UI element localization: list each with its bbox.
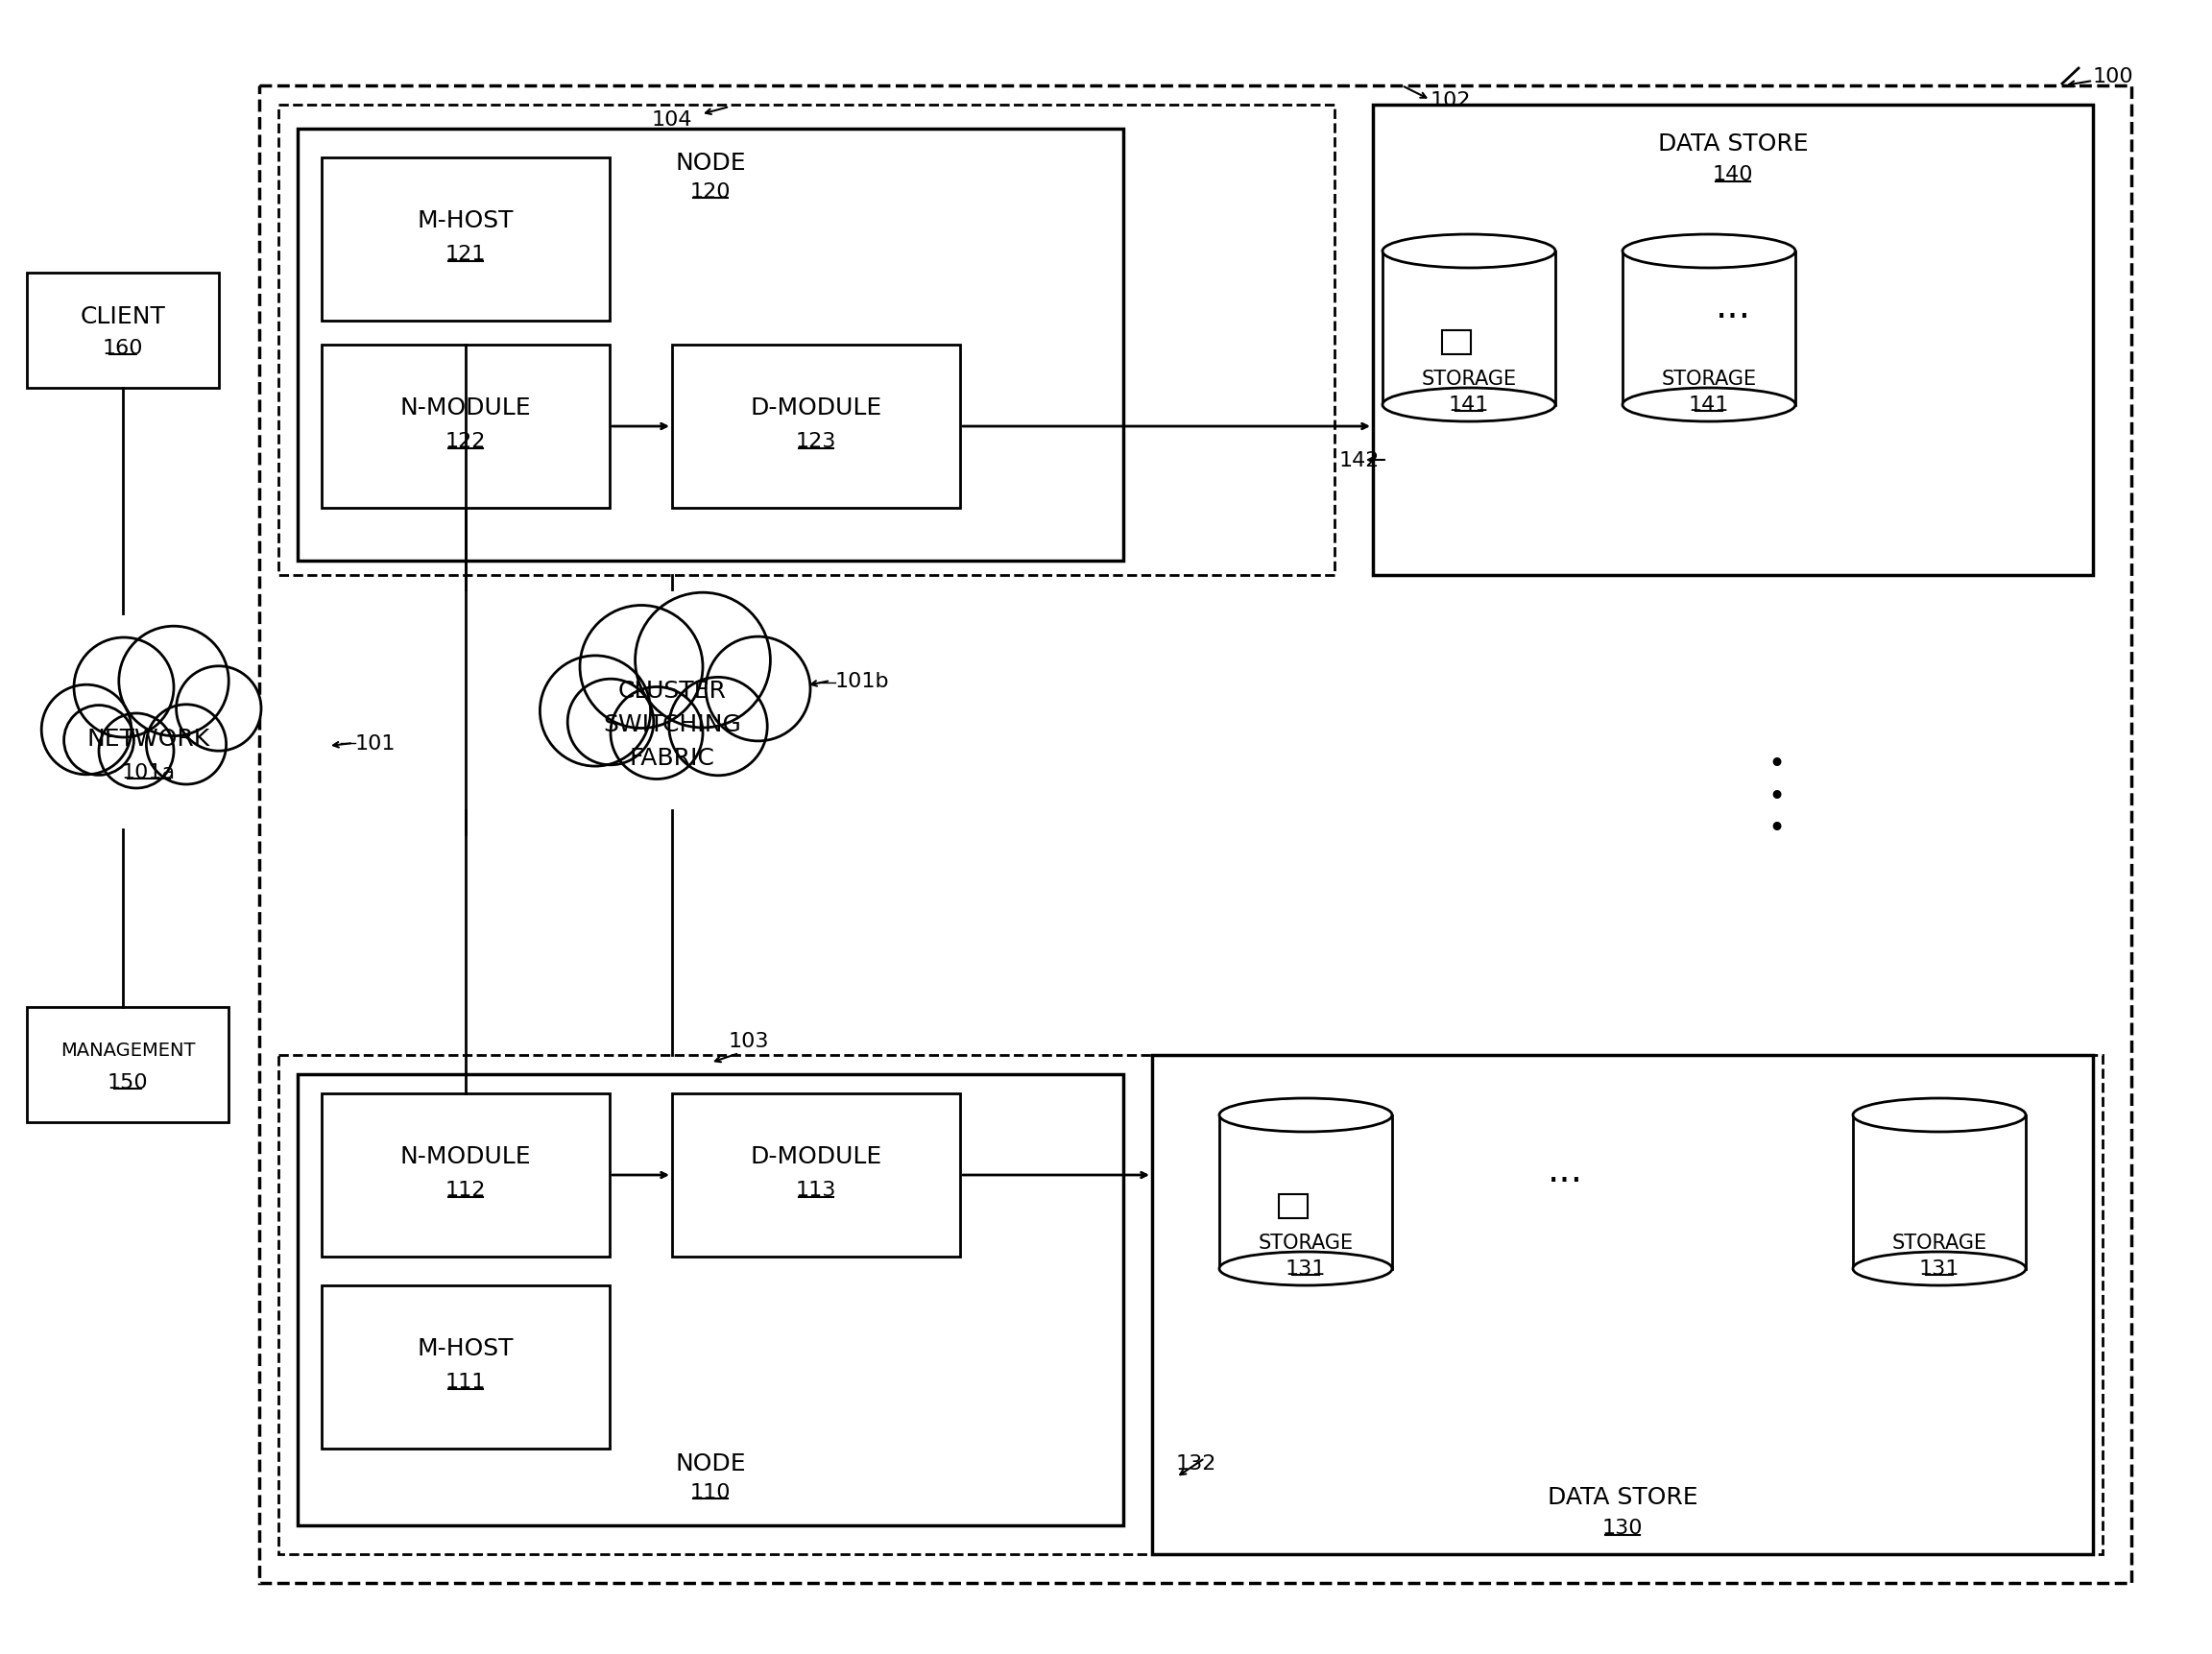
Text: 101: 101: [356, 734, 396, 753]
Text: D-MODULE: D-MODULE: [750, 397, 883, 418]
Text: NODE: NODE: [675, 152, 745, 175]
Bar: [1382, 251, 1555, 405]
Bar: [1279, 1194, 1307, 1219]
Bar: [299, 1075, 1124, 1525]
Text: 160: 160: [102, 339, 144, 357]
Bar: [1374, 106, 2093, 576]
Text: 121: 121: [445, 245, 487, 265]
Text: CLUSTER: CLUSTER: [617, 680, 726, 703]
Circle shape: [146, 705, 226, 784]
Text: 130: 130: [1601, 1518, 1644, 1537]
Circle shape: [64, 706, 135, 776]
Text: N-MODULE: N-MODULE: [400, 397, 531, 418]
Text: 113: 113: [796, 1179, 836, 1199]
Circle shape: [611, 688, 703, 779]
Text: 150: 150: [106, 1072, 148, 1092]
Bar: [321, 346, 611, 508]
Text: DATA STORE: DATA STORE: [1657, 132, 1807, 155]
Bar: [27, 1007, 228, 1123]
Ellipse shape: [1854, 1098, 2026, 1131]
Text: STORAGE: STORAGE: [1259, 1232, 1354, 1252]
Text: 142: 142: [1338, 452, 1380, 470]
Text: M-HOST: M-HOST: [418, 208, 513, 232]
Bar: [27, 273, 219, 389]
Bar: [279, 1055, 2104, 1555]
Text: SWITCHING: SWITCHING: [604, 713, 741, 736]
Bar: [1624, 251, 1796, 405]
Text: 131: 131: [1285, 1259, 1325, 1279]
Circle shape: [706, 637, 810, 741]
Text: CLIENT: CLIENT: [80, 304, 166, 327]
Bar: [279, 106, 1334, 576]
Text: 141: 141: [1449, 395, 1489, 415]
Text: 102: 102: [1431, 91, 1471, 111]
Text: 111: 111: [445, 1371, 487, 1391]
Ellipse shape: [1854, 1252, 2026, 1285]
Text: 112: 112: [445, 1179, 487, 1199]
Bar: [672, 346, 960, 508]
Circle shape: [42, 685, 131, 776]
Text: 132: 132: [1177, 1454, 1217, 1472]
Bar: [321, 1285, 611, 1449]
Bar: [1152, 1055, 2093, 1555]
Circle shape: [568, 680, 653, 766]
Bar: [259, 86, 2132, 1583]
Circle shape: [177, 667, 261, 751]
Circle shape: [540, 657, 650, 767]
Ellipse shape: [1219, 1252, 1391, 1285]
Text: 100: 100: [2093, 68, 2135, 86]
Text: 141: 141: [1688, 395, 1730, 415]
Text: STORAGE: STORAGE: [1661, 369, 1756, 389]
Text: D-MODULE: D-MODULE: [750, 1145, 883, 1168]
Text: MANAGEMENT: MANAGEMENT: [60, 1042, 195, 1060]
Text: 120: 120: [690, 182, 730, 202]
Text: NETWORK: NETWORK: [86, 728, 210, 751]
Text: •
•
•: • • •: [1767, 751, 1785, 842]
Text: 101a: 101a: [122, 762, 175, 782]
Text: ...: ...: [1546, 1153, 1584, 1189]
Ellipse shape: [1219, 1098, 1391, 1131]
Bar: [1854, 1115, 2026, 1269]
Text: STORAGE: STORAGE: [1422, 369, 1517, 389]
Text: DATA STORE: DATA STORE: [1548, 1485, 1697, 1508]
Bar: [1442, 331, 1471, 356]
Text: 140: 140: [1712, 165, 1754, 184]
Text: STORAGE: STORAGE: [1891, 1232, 1986, 1252]
Ellipse shape: [1382, 389, 1555, 422]
Text: 103: 103: [728, 1032, 770, 1050]
Bar: [672, 1093, 960, 1257]
Circle shape: [635, 594, 770, 728]
Bar: [299, 129, 1124, 561]
Text: 123: 123: [796, 432, 836, 452]
Ellipse shape: [1382, 235, 1555, 268]
Circle shape: [580, 605, 703, 729]
Text: 131: 131: [1920, 1259, 1960, 1279]
Text: ...: ...: [1714, 289, 1750, 326]
Text: M-HOST: M-HOST: [418, 1336, 513, 1360]
Bar: [321, 1093, 611, 1257]
Text: 122: 122: [445, 432, 487, 452]
Circle shape: [100, 715, 175, 789]
Text: FABRIC: FABRIC: [630, 746, 714, 769]
Bar: [321, 159, 611, 321]
Text: NODE: NODE: [675, 1452, 745, 1475]
Circle shape: [73, 638, 175, 738]
Ellipse shape: [1624, 235, 1796, 268]
Bar: [1219, 1115, 1391, 1269]
Text: 104: 104: [653, 111, 692, 129]
Text: 101b: 101b: [836, 672, 889, 691]
Circle shape: [668, 678, 768, 776]
Ellipse shape: [1624, 389, 1796, 422]
Text: N-MODULE: N-MODULE: [400, 1145, 531, 1168]
Text: 110: 110: [690, 1482, 730, 1502]
Circle shape: [119, 627, 228, 736]
